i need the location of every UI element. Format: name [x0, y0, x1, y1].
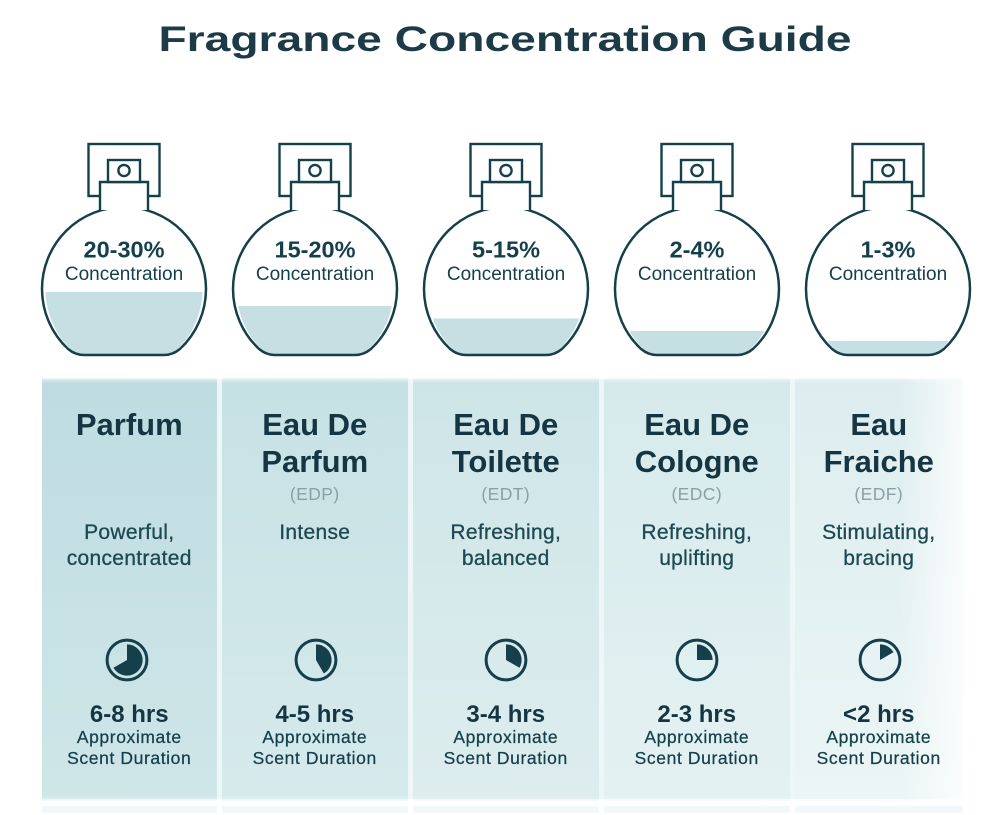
svg-text:Concentration: Concentration — [256, 264, 374, 285]
svg-text:20-30%: 20-30% — [84, 237, 165, 263]
svg-text:1-3%: 1-3% — [861, 237, 916, 263]
svg-text:Concentration: Concentration — [447, 264, 565, 285]
svg-text:Concentration: Concentration — [65, 264, 183, 285]
svg-text:Concentration: Concentration — [637, 264, 755, 285]
svg-text:Concentration: Concentration — [829, 264, 947, 285]
svg-text:2-4%: 2-4% — [669, 237, 724, 263]
svg-text:5-15%: 5-15% — [472, 237, 540, 263]
svg-text:15-20%: 15-20% — [275, 237, 356, 263]
